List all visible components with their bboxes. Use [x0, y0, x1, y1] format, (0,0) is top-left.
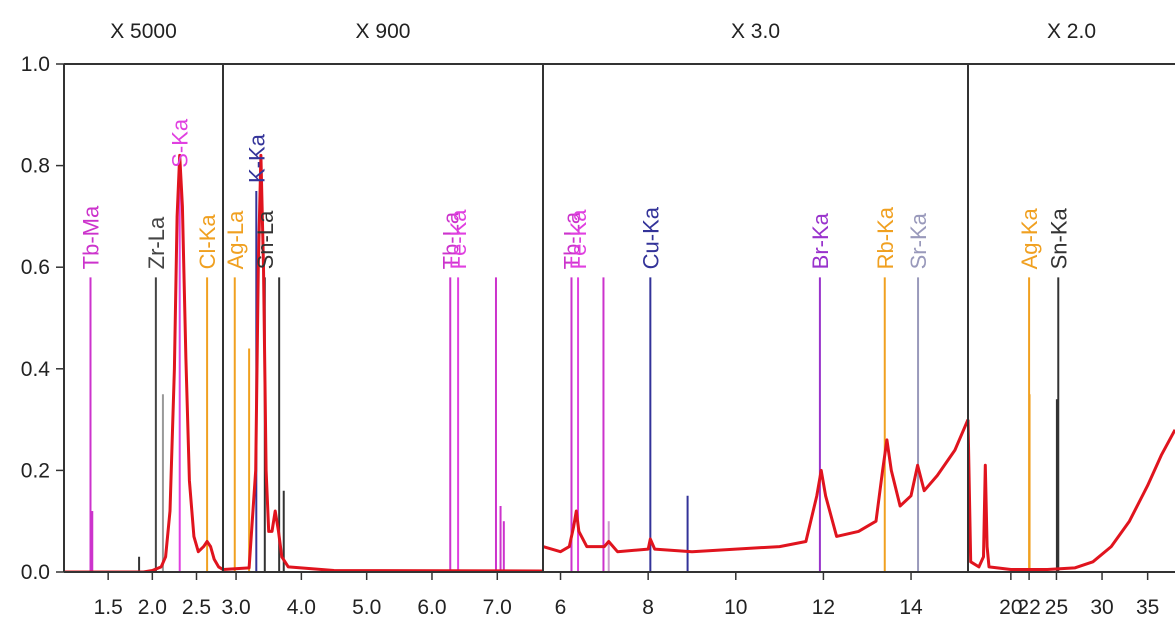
- element-label-tb-la: Tb-La: [559, 211, 584, 269]
- y-tick-label: 0.0: [21, 561, 50, 584]
- x-tick-label: 8: [642, 596, 654, 619]
- x-tick-label: 5.0: [352, 596, 381, 619]
- x-tick-label: 25: [1045, 596, 1068, 619]
- x-tick-label: 10: [724, 596, 747, 619]
- element-label-cu-ka: Cu-Ka: [638, 206, 663, 269]
- x-tick-label: 12: [812, 596, 835, 619]
- panel-scale-label: X 2.0: [1047, 20, 1096, 43]
- panel-scale-label: X 5000: [110, 20, 177, 43]
- element-label-fe-ka: Fe-Ka: [446, 209, 471, 270]
- element-label-sr-ka: Sr-Ka: [906, 212, 931, 269]
- element-label-tb-ma: Tb-Ma: [79, 205, 104, 269]
- panel-2: [223, 153, 543, 572]
- plot-area: [64, 64, 1175, 572]
- element-label-sn-ka: Sn-Ka: [1046, 207, 1071, 269]
- x-tick-label: 22: [1017, 596, 1040, 619]
- x-tick-label: 7.0: [483, 596, 512, 619]
- panel-scale-label: X 3.0: [731, 20, 780, 43]
- x-tick-label: 6.0: [417, 596, 446, 619]
- element-lines: [89, 175, 1060, 572]
- element-label-zr-la: Zr-La: [144, 216, 169, 269]
- spectrum-trace-2: [223, 153, 543, 572]
- y-tick-label: 0.8: [21, 155, 50, 178]
- x-tick-label: 2.0: [138, 596, 167, 619]
- panel-scale-label: X 900: [356, 20, 411, 43]
- x-tick-label: 35: [1136, 596, 1159, 619]
- element-label-ag-ka: Ag-Ka: [1017, 207, 1042, 269]
- panel-4: [968, 419, 1175, 571]
- element-label-cl-ka: Cl-Ka: [195, 214, 220, 270]
- y-tick-label: 0.6: [21, 256, 50, 279]
- x-tick-label: 3.0: [221, 596, 250, 619]
- element-label-rb-ka: Rb-Ka: [873, 206, 898, 269]
- x-tick-label: 30: [1090, 596, 1113, 619]
- element-label-s-ka: S-Ka: [168, 118, 193, 168]
- element-label-k-ka: K-Ka: [244, 133, 269, 183]
- element-label-tb-la: Tb-La: [438, 211, 463, 269]
- axes: 1.5 2.0 2.5 X 5000 3.0 4.0 5.0 6.0 7.0 X 900 6 8 10 1…: [21, 20, 1160, 619]
- y-tick-label: 0.2: [21, 459, 50, 482]
- spectrum-trace-1: [64, 153, 223, 572]
- x-tick-label: 2.5: [182, 596, 211, 619]
- y-tick-label: 1.0: [21, 53, 50, 76]
- panel-1: [64, 153, 223, 572]
- y-tick-label: 0.4: [21, 358, 51, 381]
- panel-3: [543, 419, 968, 554]
- element-label-ag-la: Ag-La: [223, 210, 248, 269]
- spectrum-trace-3: [543, 419, 968, 554]
- x-tick-label: 20: [999, 596, 1022, 619]
- plot-background: [64, 64, 1175, 572]
- x-tick-label: 6: [555, 596, 567, 619]
- spectrum-trace-4: [968, 419, 1175, 571]
- x-tick-label: 1.5: [94, 596, 123, 619]
- element-label-sn-la: Sn-La: [253, 210, 278, 269]
- plot-frame: [63, 63, 1175, 573]
- element-label-fe-ka: Fe-Ka: [566, 209, 591, 270]
- x-tick-label: 14: [899, 596, 923, 619]
- element-label-br-ka: Br-Ka: [808, 212, 833, 269]
- spectrum-traces: [64, 153, 1175, 572]
- x-tick-label: 4.0: [287, 596, 316, 619]
